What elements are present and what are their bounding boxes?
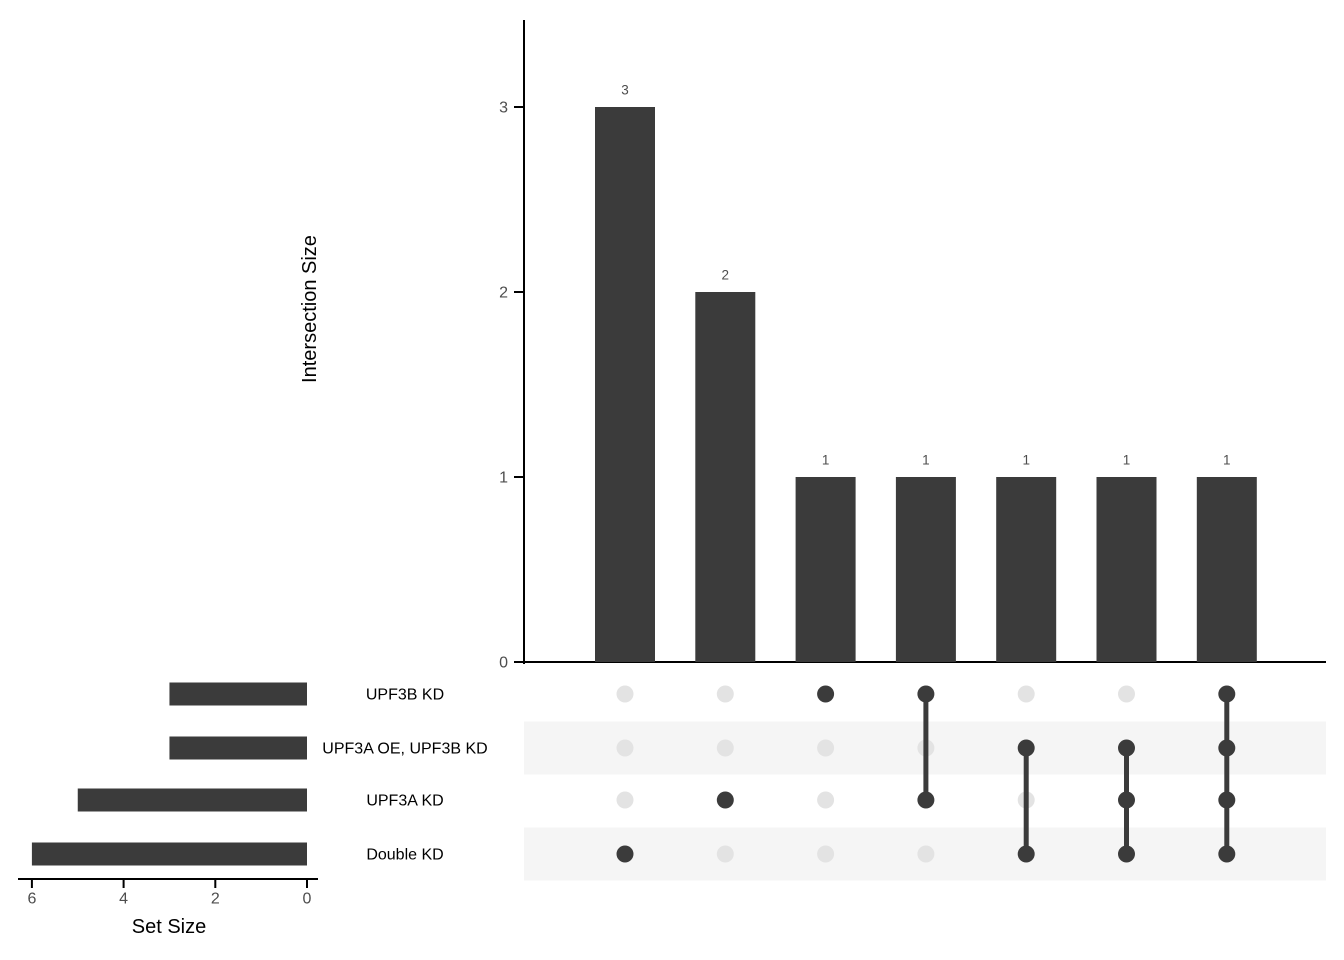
matrix-dot-active xyxy=(1017,845,1035,863)
matrix-dot-inactive xyxy=(917,845,935,863)
intersection-y-axis-line xyxy=(523,20,525,664)
set-size-axis-tick xyxy=(306,880,308,888)
matrix-dot-active xyxy=(1218,845,1236,863)
intersection-bar-value-label: 1 xyxy=(922,453,930,468)
intersection-bar xyxy=(795,477,856,662)
intersection-tick-label: 2 xyxy=(499,285,508,302)
intersection-bar-value-label: 1 xyxy=(1123,453,1131,468)
set-size-tick-label: 0 xyxy=(303,891,312,908)
matrix-dot-inactive xyxy=(817,791,835,809)
set-size-axis-tick xyxy=(30,880,33,888)
intersection-bar xyxy=(1196,477,1257,662)
matrix-dot-active xyxy=(1218,791,1236,809)
set-size-axis-title: Set Size xyxy=(131,916,207,938)
set-size-tick-label: 2 xyxy=(211,891,220,908)
matrix-dot-active xyxy=(1218,739,1236,757)
set-size-axis-tick xyxy=(214,880,217,888)
intersection-bar-value-label: 2 xyxy=(722,268,730,283)
matrix-dot-active xyxy=(817,685,835,703)
intersection-bar xyxy=(695,292,756,662)
intersection-y-axis-tick xyxy=(514,291,523,293)
set-label: UPF3A OE, UPF3B KD xyxy=(322,741,487,758)
matrix-dot-inactive xyxy=(616,739,634,757)
matrix-dot-active xyxy=(1118,739,1135,757)
matrix-dot-inactive xyxy=(1017,685,1035,703)
intersection-bar-value-label: 1 xyxy=(1223,453,1231,468)
intersection-bar-value-label: 3 xyxy=(621,83,629,98)
intersection-y-axis-tick xyxy=(514,106,523,108)
matrix-dot-inactive xyxy=(616,791,634,809)
intersection-bar-value-label: 1 xyxy=(1022,453,1030,468)
intersection-y-axis-tick xyxy=(514,476,523,478)
matrix-dot-active xyxy=(1017,739,1035,757)
matrix-dot-active xyxy=(1118,845,1135,863)
intersection-y-axis-tick xyxy=(514,661,523,663)
matrix-dot-inactive xyxy=(817,739,835,757)
matrix-dot-inactive xyxy=(1118,685,1135,703)
matrix-dot-active xyxy=(716,791,734,809)
matrix-dot-inactive xyxy=(716,685,734,703)
set-size-tick-label: 6 xyxy=(27,891,36,908)
set-size-tick-label: 4 xyxy=(119,891,128,908)
matrix-dot-inactive xyxy=(817,845,835,863)
intersection-bar xyxy=(996,477,1057,662)
matrix-dot-active xyxy=(616,845,634,863)
intersection-tick-label: 0 xyxy=(499,655,508,672)
intersection-bar-value-label: 1 xyxy=(822,453,830,468)
set-label: Double KD xyxy=(366,847,443,864)
set-size-bar xyxy=(31,842,308,866)
set-size-axis-line xyxy=(18,878,318,880)
matrix-dot-active xyxy=(917,685,935,703)
set-label: UPF3A KD xyxy=(366,793,443,810)
matrix-dot-active xyxy=(1118,791,1135,809)
set-size-axis-tick xyxy=(122,880,125,888)
set-size-bar xyxy=(77,788,307,812)
set-size-bar xyxy=(169,682,307,706)
intersection-tick-label: 3 xyxy=(499,100,508,117)
matrix-dot-active xyxy=(1218,685,1236,703)
intersection-tick-label: 1 xyxy=(499,470,508,487)
intersection-bar xyxy=(595,107,655,662)
set-label: UPF3B KD xyxy=(366,687,444,704)
intersection-bar xyxy=(1096,477,1157,662)
intersection-bar xyxy=(895,477,956,662)
set-size-bar xyxy=(169,736,307,760)
matrix-dot-inactive xyxy=(616,685,634,703)
matrix-dot-active xyxy=(917,791,935,809)
matrix-dot-inactive xyxy=(716,845,734,863)
matrix-dot-inactive xyxy=(716,739,734,757)
